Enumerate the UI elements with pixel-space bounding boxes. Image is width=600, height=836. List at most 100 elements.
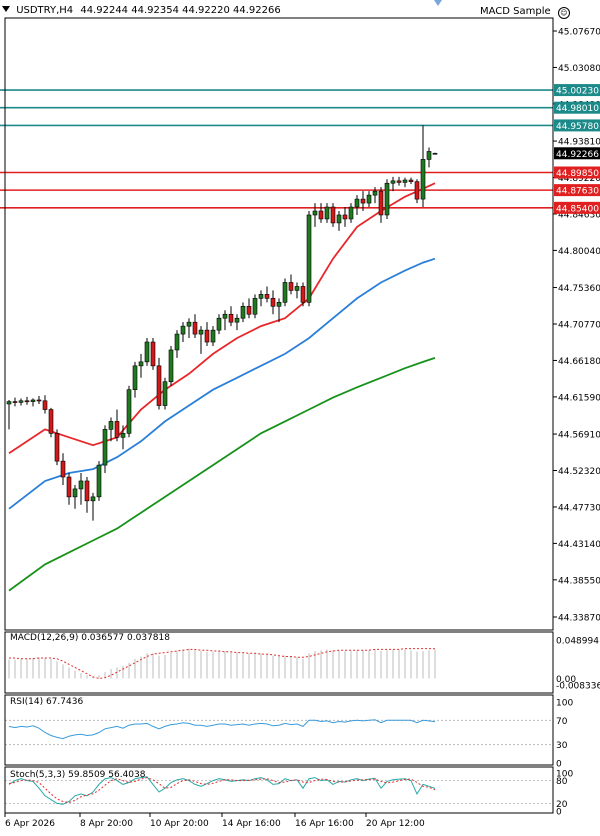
- macd-tick-label: 0.00: [556, 675, 576, 685]
- candle-body: [432, 152, 438, 155]
- candle-body: [420, 159, 426, 200]
- candle: [174, 330, 180, 358]
- horizontal-levels-layer: [0, 89, 553, 209]
- stoch-tick-label: 20: [556, 800, 568, 810]
- candle: [402, 177, 408, 188]
- stoch-tick-label: 80: [556, 777, 568, 787]
- candle: [96, 461, 102, 501]
- candle-body: [120, 433, 126, 438]
- candle-body: [162, 381, 168, 406]
- candle-body: [138, 361, 144, 367]
- candle-body: [300, 286, 306, 303]
- candle: [342, 207, 348, 227]
- candle: [408, 177, 414, 185]
- candle: [90, 492, 96, 521]
- candle-body: [378, 190, 384, 216]
- candle-body: [66, 476, 72, 498]
- candle-body: [318, 210, 324, 220]
- quick-trade-arrow-icon[interactable]: [434, 0, 442, 6]
- candle: [324, 203, 330, 223]
- candle: [186, 318, 192, 339]
- candle: [294, 282, 300, 299]
- candle: [330, 203, 336, 227]
- candle-body: [132, 365, 138, 390]
- candle: [312, 203, 318, 227]
- stoch-tick-label: 100: [556, 770, 573, 780]
- price-tick-label: 44.38550: [558, 576, 600, 586]
- candle: [114, 409, 120, 442]
- moving-average-line: [8, 257, 436, 510]
- triangle-down-icon[interactable]: [2, 6, 10, 12]
- candle-body: [414, 181, 420, 200]
- candle: [126, 385, 132, 438]
- price-tick-label: 44.61590: [558, 393, 600, 403]
- price-axis: 45.0767045.0308044.9849044.9381044.89220…: [553, 28, 600, 818]
- rsi-tick-label: 0: [556, 760, 562, 770]
- candle: [396, 176, 402, 186]
- time-tick-label: 8 Apr 20:00: [80, 819, 133, 829]
- candle-body: [390, 180, 396, 184]
- price-tick-label: 44.52320: [558, 467, 600, 477]
- candle-body: [186, 321, 192, 327]
- stoch-label: Stoch(5,3,3) 59.8509 56.4038: [10, 770, 146, 780]
- level-price-tag: [554, 84, 600, 97]
- candle: [318, 203, 324, 223]
- stoch-pane: [5, 776, 553, 805]
- candle: [108, 417, 114, 442]
- candle-body: [84, 480, 90, 502]
- candle: [270, 290, 276, 315]
- candle: [348, 203, 354, 223]
- candle: [282, 278, 288, 307]
- candle-body: [18, 400, 24, 403]
- candle-body: [282, 282, 288, 303]
- candle: [390, 176, 396, 192]
- candle-body: [174, 333, 180, 351]
- candle-body: [294, 286, 300, 291]
- candle-body: [150, 341, 156, 367]
- candle: [234, 314, 240, 331]
- level-price-tag: [554, 201, 600, 214]
- candle-body: [306, 214, 312, 303]
- candle-body: [426, 151, 432, 160]
- candle: [366, 191, 372, 208]
- price-tick-label: 44.70770: [558, 321, 600, 331]
- time-tick-label: 20 Apr 12:00: [366, 819, 425, 829]
- candle-body: [168, 349, 174, 383]
- macd-tick-label: 0.048994: [556, 637, 599, 647]
- pane-frame: [4, 766, 554, 814]
- candle-body: [96, 464, 102, 498]
- level-price-label: 44.85400: [556, 204, 599, 214]
- price-tick-label: 44.93810: [558, 138, 600, 148]
- level-price-tag: [554, 184, 600, 197]
- candle: [78, 473, 84, 505]
- stoch-signal-line: [8, 777, 436, 804]
- moving-average-line: [8, 357, 436, 592]
- candle: [228, 306, 234, 327]
- smiley-icon[interactable]: ☺: [557, 7, 570, 19]
- candle-body: [60, 460, 66, 478]
- candle-body: [36, 399, 42, 402]
- rsi-tick-label: 100: [556, 699, 573, 709]
- level-price-label: 44.98010: [556, 104, 599, 114]
- pane-frame: [4, 694, 554, 766]
- candle: [240, 302, 246, 323]
- candle: [168, 345, 174, 386]
- candle: [246, 298, 252, 319]
- candle-body: [258, 294, 264, 299]
- candle-body: [126, 389, 132, 434]
- candle-body: [222, 313, 228, 319]
- candle: [222, 310, 228, 331]
- candle-body: [366, 194, 372, 204]
- candle-body: [24, 400, 30, 403]
- candle-body: [246, 305, 252, 315]
- price-tick-label: 44.66180: [558, 357, 600, 367]
- candle: [216, 314, 222, 335]
- candle-body: [30, 399, 36, 402]
- price-tick-label: 44.89220: [558, 174, 600, 184]
- candle-body: [72, 488, 78, 498]
- candle: [198, 326, 204, 354]
- candle: [300, 282, 306, 307]
- candle: [252, 294, 258, 319]
